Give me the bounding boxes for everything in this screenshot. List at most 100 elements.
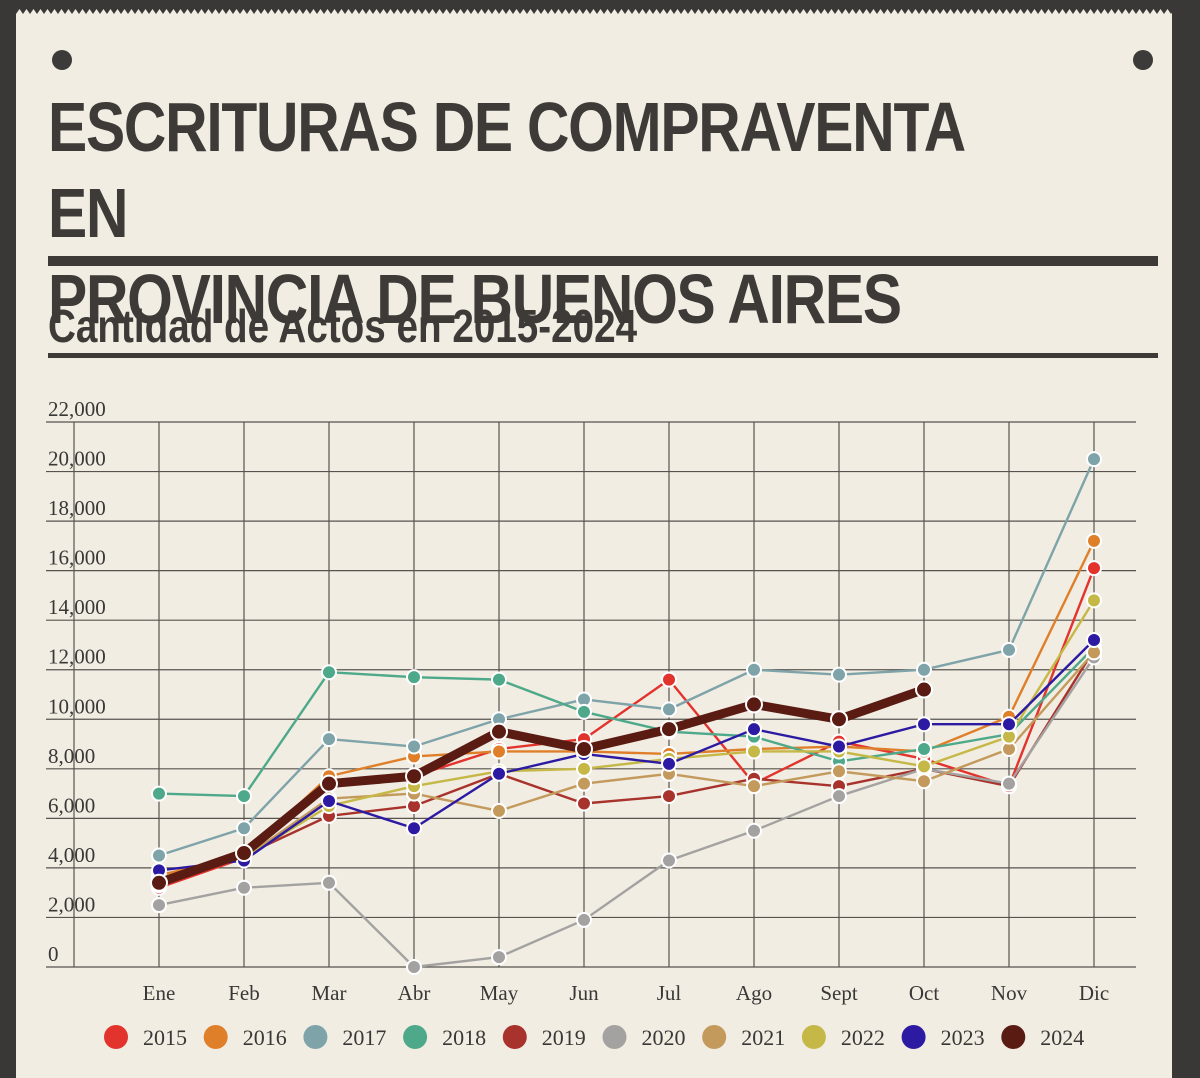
data-point-2021 <box>831 763 847 780</box>
data-point-2017 <box>916 661 932 678</box>
x-tick-label: May <box>480 981 519 1005</box>
y-tick-label: 12,000 <box>48 645 106 669</box>
chart-grid <box>46 421 1136 968</box>
y-tick-label: 0 <box>48 942 59 966</box>
legend-label: 2016 <box>243 1025 287 1050</box>
legend-item-2020: 2020 <box>602 1025 686 1050</box>
left-pin-hole <box>52 50 72 70</box>
legend-swatch <box>801 1025 826 1049</box>
x-tick-label: Feb <box>228 981 260 1005</box>
y-tick-label: 6,000 <box>48 793 95 817</box>
poster-background <box>16 14 1172 1078</box>
series-2015 <box>151 560 1102 896</box>
legend-label: 2021 <box>741 1025 785 1050</box>
legend-swatch <box>901 1025 926 1049</box>
legend-label: 2017 <box>342 1025 386 1050</box>
legend-swatch <box>1001 1025 1026 1049</box>
data-point-2020 <box>406 959 422 975</box>
legend-item-2019: 2019 <box>502 1025 586 1050</box>
y-tick-label: 22,000 <box>48 397 106 421</box>
data-point-2021 <box>916 773 932 790</box>
data-point-2024 <box>745 695 763 714</box>
chart-subtitle: Cantidad de Actos en 2015-2024 <box>48 300 638 352</box>
data-point-2022 <box>916 758 932 775</box>
legend-label: 2024 <box>1040 1025 1084 1050</box>
series-2024 <box>150 680 933 892</box>
data-point-2024 <box>235 844 253 863</box>
data-point-2018 <box>491 671 507 688</box>
data-point-2020 <box>236 879 252 896</box>
data-point-2017 <box>236 820 252 837</box>
data-point-2023 <box>321 793 337 810</box>
legend-item-2017: 2017 <box>303 1025 386 1050</box>
series-line-2020 <box>157 656 1096 969</box>
legend-label: 2022 <box>841 1025 885 1050</box>
legend-label: 2019 <box>542 1025 586 1050</box>
y-tick-label: 18,000 <box>48 496 106 520</box>
x-tick-label: Mar <box>312 981 347 1005</box>
y-tick-label: 20,000 <box>48 447 106 471</box>
y-axis-ticks: 0 2,000 4,000 6,000 8,000 10,000 12,000 14,000 1… <box>48 397 106 966</box>
data-point-2019 <box>576 795 592 812</box>
x-tick-label: Abr <box>398 981 431 1005</box>
data-point-2024 <box>660 720 678 739</box>
data-point-2023 <box>746 721 762 738</box>
data-point-2018 <box>236 788 252 805</box>
legend-swatch <box>702 1025 727 1049</box>
data-point-2023 <box>831 738 847 755</box>
legend-item-2023: 2023 <box>901 1025 985 1050</box>
data-point-2020 <box>491 949 507 966</box>
data-point-2022 <box>576 760 592 777</box>
data-point-2020 <box>151 897 167 914</box>
x-tick-label: Ene <box>143 981 176 1005</box>
legend-swatch <box>502 1025 527 1049</box>
right-pin-hole <box>1133 50 1153 70</box>
data-point-2024 <box>320 774 338 793</box>
data-point-2020 <box>661 852 677 869</box>
x-tick-label: Sept <box>820 981 858 1005</box>
data-point-2019 <box>661 788 677 805</box>
legend-swatch <box>203 1025 228 1049</box>
data-point-2017 <box>661 701 677 718</box>
data-point-2024 <box>915 680 933 699</box>
series-line-2023 <box>157 638 1096 872</box>
series-2017 <box>151 451 1102 864</box>
data-point-2023 <box>491 765 507 782</box>
data-point-2024 <box>150 873 168 892</box>
legend-item-2016: 2016 <box>203 1025 287 1050</box>
perforated-edge <box>16 9 1172 14</box>
data-point-2023 <box>406 820 422 837</box>
series-line-2017 <box>157 457 1096 857</box>
data-point-2024 <box>405 767 423 786</box>
data-point-2017 <box>406 738 422 755</box>
legend-label: 2018 <box>442 1025 486 1050</box>
y-tick-label: 2,000 <box>48 892 95 916</box>
series-line-2018 <box>157 646 1096 798</box>
data-point-2024 <box>575 740 593 758</box>
data-point-2017 <box>831 666 847 683</box>
data-point-2020 <box>576 911 592 928</box>
x-tick-label: Nov <box>991 981 1028 1005</box>
legend-item-2024: 2024 <box>1001 1025 1084 1050</box>
x-tick-label: Dic <box>1079 981 1109 1005</box>
series-line-2021 <box>157 651 1096 882</box>
data-point-2020 <box>831 788 847 805</box>
legend-swatch <box>104 1025 128 1049</box>
data-point-2016 <box>491 743 507 760</box>
data-point-2018 <box>576 703 592 720</box>
legend-label: 2015 <box>143 1025 187 1050</box>
legend-swatch <box>403 1025 428 1049</box>
y-tick-label: 4,000 <box>48 843 95 867</box>
data-point-2023 <box>1001 716 1017 733</box>
data-point-2018 <box>321 664 337 681</box>
legend-swatch <box>303 1025 328 1049</box>
series-2021 <box>151 644 1102 889</box>
chart-series <box>150 451 1102 975</box>
data-point-2017 <box>746 661 762 678</box>
series-line-2022 <box>157 599 1096 880</box>
data-point-2021 <box>746 778 762 795</box>
y-tick-label: 8,000 <box>48 744 95 768</box>
data-point-2020 <box>321 874 337 891</box>
data-point-2021 <box>491 802 507 819</box>
